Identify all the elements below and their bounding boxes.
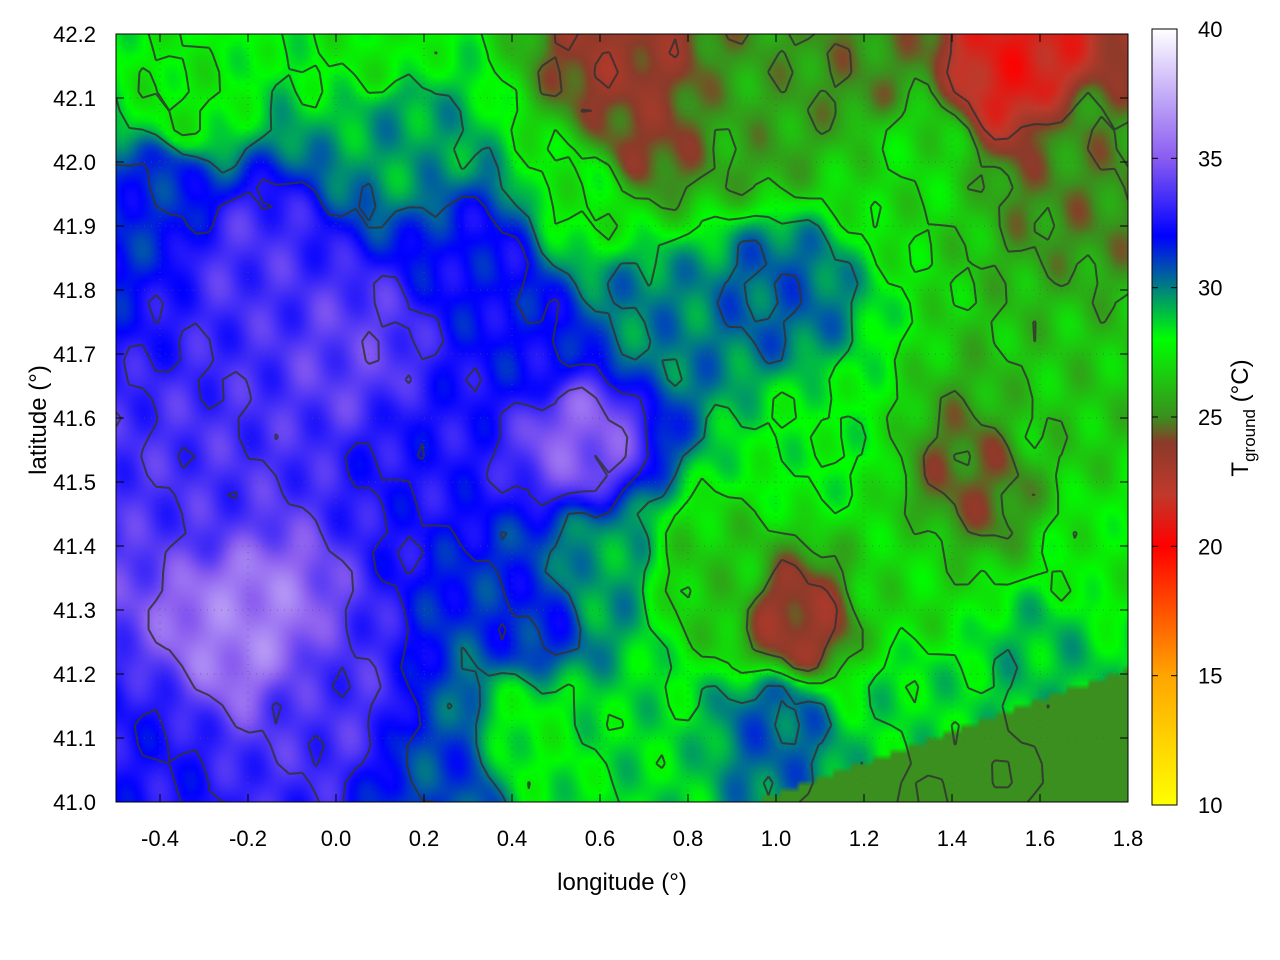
y-tick-label: 42.2: [53, 22, 96, 47]
colorbar-tick-label: 40: [1198, 17, 1222, 42]
colorbar-label-sub: ground: [1240, 409, 1259, 462]
grid-lines: [116, 34, 1128, 802]
y-tick-label: 41.3: [53, 598, 96, 623]
contour-line: [116, 162, 803, 802]
contour-line: [116, 274, 629, 802]
x-tick-label: 1.2: [849, 826, 880, 851]
x-tick-label: 0.4: [497, 826, 528, 851]
colorbar-tick-label: 10: [1198, 793, 1222, 818]
y-tick-label: 41.2: [53, 662, 96, 687]
colorbar-label: Tground (°C): [1227, 359, 1259, 476]
x-tick-label: 0.2: [409, 826, 440, 851]
x-tick-label: -0.4: [141, 826, 179, 851]
y-tick-label: 41.9: [53, 214, 96, 239]
contour-line: [116, 34, 1051, 802]
y-tick-label: 41.4: [53, 534, 96, 559]
colorbar-tick-label: 25: [1198, 405, 1222, 430]
colorbar-tick-label: 30: [1198, 276, 1222, 301]
x-tick-label: 1.0: [761, 826, 792, 851]
colorbar-tick-label: 20: [1198, 534, 1222, 559]
colorbar-tick-label: 35: [1198, 146, 1222, 171]
colorbar-axis: 10 15 20 25 30 35 40: [1152, 17, 1222, 818]
y-tick-label: 41.7: [53, 342, 96, 367]
y-tick-label: 41.0: [53, 790, 96, 815]
contour-line: [137, 34, 1128, 789]
x-tick-label: 1.4: [937, 826, 968, 851]
y-tick-label: 41.5: [53, 470, 96, 495]
x-tick-label: 0.0: [321, 826, 352, 851]
elevation-contours: [116, 34, 1128, 802]
colorbar-label-main: T: [1227, 462, 1254, 477]
y-tick-label: 42.0: [53, 150, 96, 175]
x-axis: -0.4 -0.2 0.0 0.2 0.4 0.6 0.8 1.0 1.2 1.4 1.6 1.8: [141, 34, 1143, 851]
x-tick-label: -0.2: [229, 826, 267, 851]
y-axis-label: latitude (°): [25, 365, 52, 475]
y-axis: 41.0 41.1 41.2 41.3 41.4 41.5 41.6 41.7 41.8 41.9…: [53, 22, 1128, 815]
contour-line: [537, 34, 1128, 673]
x-axis-label: longitude (°): [557, 869, 687, 896]
y-tick-label: 42.1: [53, 86, 96, 111]
y-tick-label: 41.8: [53, 278, 96, 303]
colorbar-tick-label: 15: [1198, 664, 1222, 689]
y-tick-label: 41.6: [53, 406, 96, 431]
x-tick-label: 1.6: [1025, 826, 1056, 851]
x-tick-label: 1.8: [1113, 826, 1144, 851]
y-tick-label: 41.1: [53, 726, 96, 751]
x-tick-label: 0.6: [585, 826, 616, 851]
x-tick-label: 0.8: [673, 826, 704, 851]
colorbar-label-unit: (°C): [1227, 359, 1254, 409]
